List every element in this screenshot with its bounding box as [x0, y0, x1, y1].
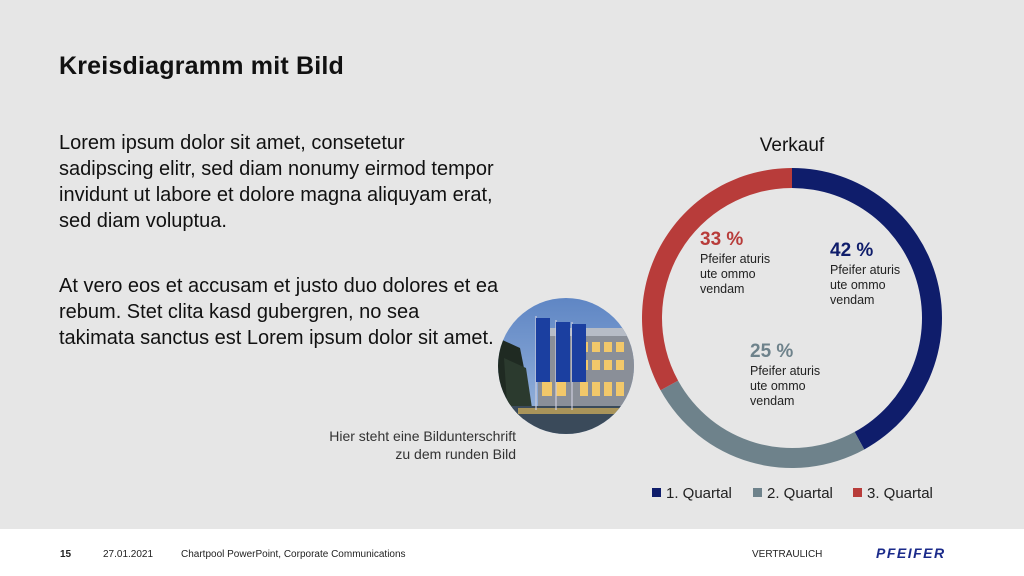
legend-label-2-quartal: 2. Quartal: [767, 485, 833, 502]
slice-value-label: 33 %: [700, 229, 743, 250]
slice-description-line: Pfeifer aturis: [750, 364, 820, 378]
pfeifer-logo: PFEIFER: [876, 545, 946, 561]
footer-date: 27.01.2021: [103, 549, 154, 560]
building-photo-illustration: [498, 298, 634, 434]
round-building-photo: [498, 298, 634, 434]
legend-swatch-1-quartal: [652, 488, 661, 497]
slice-description-line: ute ommo: [700, 267, 756, 281]
body-paragraph-1: Lorem ipsum dolor sit amet, consetetur s…: [59, 132, 494, 232]
donut-slice-1-quartal: [792, 168, 942, 450]
footer: 15 27.01.2021 Chartpool PowerPoint, Corp…: [0, 529, 1024, 576]
chart-title: Verkauf: [760, 135, 825, 156]
svg-text:PFEIFER: PFEIFER: [876, 545, 946, 561]
legend-label-3-quartal: 3. Quartal: [867, 485, 933, 502]
confidential-label: VERTRAULICH: [752, 549, 823, 560]
legend-label-1-quartal: 1. Quartal: [666, 485, 732, 502]
footer-info: Chartpool PowerPoint, Corporate Communic…: [181, 549, 406, 560]
photo-caption: Hier steht eine Bildunterschrift zu dem …: [329, 428, 516, 462]
legend-swatch-3-quartal: [853, 488, 862, 497]
body-paragraph-2: At vero eos et accusam et justo duo dolo…: [59, 275, 499, 349]
slice-description-line: Pfeifer aturis: [830, 263, 900, 277]
slice-description-line: vendam: [830, 293, 874, 307]
slide-title: Kreisdiagramm mit Bild: [59, 52, 345, 80]
slice-value-label: 25 %: [750, 341, 793, 362]
slide: Kreisdiagramm mit Bild Lorem ipsum dolor…: [59, 52, 942, 502]
slice-description-line: vendam: [750, 394, 794, 408]
donut-slice-2-quartal: [660, 380, 865, 469]
slice-description-line: Pfeifer aturis: [700, 252, 770, 266]
page-number: 15: [60, 549, 72, 560]
donut-slice-3-quartal: [642, 168, 792, 391]
slice-description-line: ute ommo: [830, 278, 886, 292]
slice-description-line: vendam: [700, 282, 744, 296]
slice-value-label: 42 %: [830, 240, 873, 261]
legend-swatch-2-quartal: [753, 488, 762, 497]
slice-description-line: ute ommo: [750, 379, 806, 393]
